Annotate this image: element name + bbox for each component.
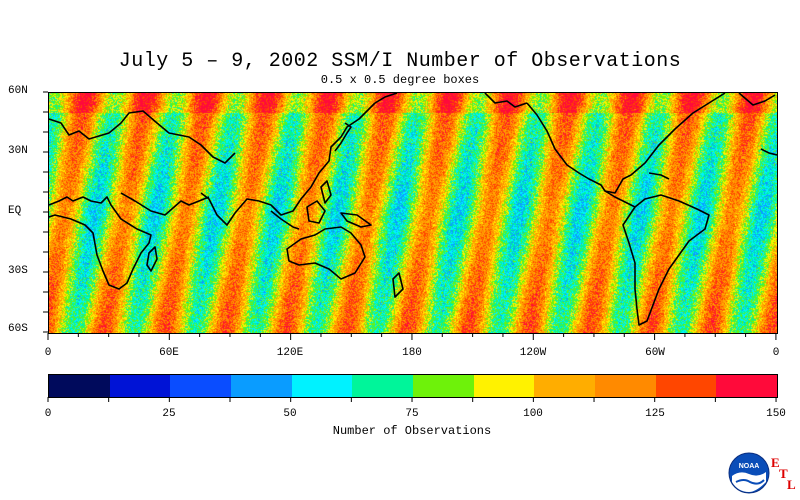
lat-label-eq: EQ [8, 205, 22, 217]
lon-label-0: 0 [44, 347, 52, 359]
lon-label-180: 180 [402, 347, 422, 359]
colorbar-swatch [109, 375, 171, 397]
coastline-cuba [648, 172, 670, 180]
coastline-borneo [306, 200, 326, 224]
lat-label-60s: 60S [8, 323, 28, 335]
etl-letter-e: E [771, 455, 780, 470]
colorbar-tick-150: 150 [766, 408, 786, 420]
lon-label-120w: 120W [519, 347, 547, 359]
chart-subtitle: 0.5 x 0.5 degree boxes [320, 73, 480, 87]
coastlines [49, 93, 777, 326]
etl-letter-l: L [787, 477, 796, 492]
observation-map [48, 92, 778, 334]
coastline-japan [334, 122, 352, 152]
coastline-south-america [622, 194, 710, 326]
coastline-iberia [760, 148, 777, 156]
coastline-arabia [120, 192, 210, 216]
coastline-philippines [320, 180, 332, 204]
etl-letter-t: T [779, 466, 788, 481]
colorbar-swatch [49, 375, 110, 397]
colorbar-tick-50: 50 [283, 408, 297, 420]
lon-label-120e: 120E [276, 347, 304, 359]
lon-label-0-end: 0 [772, 347, 780, 359]
colorbar-tick-125: 125 [645, 408, 665, 420]
coastline-alaska [484, 93, 528, 108]
lat-label-30n: 30N [8, 145, 28, 157]
colorbar-swatch [534, 375, 596, 397]
coastline-greenland [738, 93, 776, 106]
coastline-east-asia [258, 102, 376, 216]
noaa-logo: NOAA [728, 452, 770, 494]
svg-text:NOAA: NOAA [739, 463, 760, 470]
coastline-australia [286, 226, 366, 280]
coastline-central-america [604, 190, 636, 208]
lon-label-60e: 60E [159, 347, 179, 359]
lon-label-60w: 60W [645, 347, 665, 359]
colorbar-swatch [291, 375, 353, 397]
coastline-kamchatka [374, 93, 398, 104]
colorbar-swatch [413, 375, 474, 397]
colorbar-swatch [595, 375, 656, 397]
coastline-europe [49, 110, 236, 164]
colorbar-swatch [473, 375, 535, 397]
colorbar-swatch [352, 375, 414, 397]
coastline-new-guinea [340, 212, 372, 228]
coastline-north-america [526, 93, 726, 194]
colorbar [48, 374, 778, 398]
colorbar-tick-25: 25 [162, 408, 176, 420]
colorbar-swatch [655, 375, 717, 397]
coastline-new-zealand [392, 272, 404, 298]
colorbar-tick-75: 75 [405, 408, 419, 420]
colorbar-swatch [170, 375, 232, 397]
lat-label-30s: 30S [8, 265, 28, 277]
colorbar-swatch [231, 375, 292, 397]
colorbar-tick-0: 0 [44, 408, 52, 420]
coastline-madagascar [146, 246, 158, 272]
colorbar-label: Number of Observations [332, 424, 492, 438]
lat-label-60n: 60N [8, 85, 28, 97]
colorbar-tick-100: 100 [523, 408, 543, 420]
coastline-sumatra [270, 210, 300, 230]
chart-title: July 5 – 9, 2002 SSM/I Number of Observa… [118, 50, 682, 73]
coastline-africa [49, 196, 152, 290]
coastline-india [200, 192, 260, 226]
colorbar-swatch [716, 375, 778, 397]
